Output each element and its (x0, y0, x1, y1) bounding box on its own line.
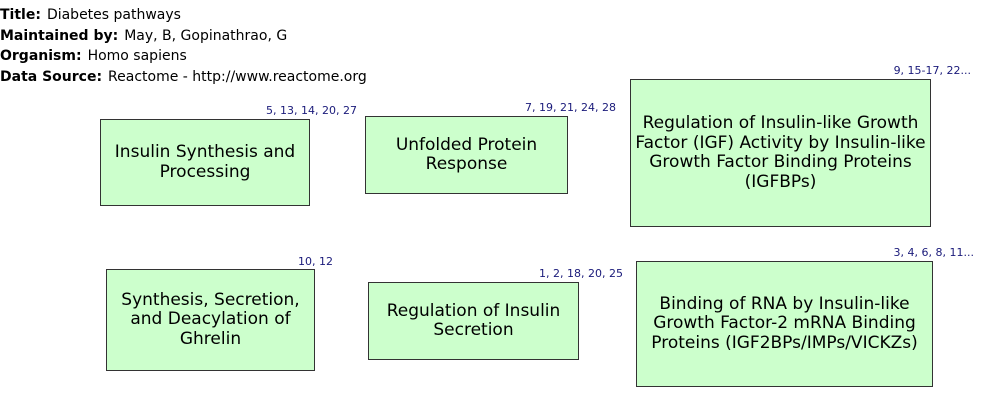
node-refs: 9, 15-17, 22... (893, 64, 971, 77)
pathway-node-ghrelin[interactable]: Synthesis, Secretion, and Deacylation of… (106, 269, 315, 371)
title-key: Title: (0, 7, 41, 23)
pathway-node-unfolded-protein-response[interactable]: Unfolded Protein Response (365, 116, 568, 194)
node-label: Regulation of Insulin Secretion (386, 300, 561, 340)
node-label: Synthesis, Secretion, and Deacylation of… (121, 289, 300, 349)
source-key: Data Source: (0, 68, 103, 85)
source-row: Data Source: Reactome - http://www.reacto… (0, 67, 367, 88)
maintainer-key: Maintained by: (0, 27, 119, 44)
pathway-node-igf2bp-rna-binding[interactable]: Binding of RNA by Insulin-like Growth Fa… (636, 261, 933, 387)
pathway-node-igf-regulation[interactable]: Regulation of Insulin-like Growth Factor… (630, 79, 931, 227)
title-value: Diabetes pathways (46, 7, 181, 23)
node-label: Regulation of Insulin-like Growth Factor… (635, 113, 926, 192)
pathway-node-insulin-synthesis[interactable]: Insulin Synthesis and Processing (100, 119, 310, 206)
node-refs: 7, 19, 21, 24, 28 (525, 101, 616, 114)
maintainer-value: May, B, Gopinathrao, G (124, 27, 288, 44)
node-label: Unfolded Protein Response (395, 134, 538, 174)
node-refs: 1, 2, 18, 20, 25 (539, 267, 623, 280)
node-refs: 3, 4, 6, 8, 11... (893, 246, 974, 259)
maintainer-row: Maintained by: May, B, Gopinathrao, G (0, 26, 367, 47)
pathway-metadata: Title: Diabetes pathways Maintained by: Ma… (0, 5, 367, 87)
source-value: Reactome - http://www.reactome.org (108, 68, 367, 85)
organism-value: Homo sapiens (87, 48, 187, 64)
organism-key: Organism: (0, 48, 82, 64)
pathway-node-insulin-secretion[interactable]: Regulation of Insulin Secretion (368, 282, 579, 360)
node-label: Binding of RNA by Insulin-like Growth Fa… (651, 293, 918, 353)
organism-row: Organism: Homo sapiens (0, 46, 367, 67)
node-refs: 10, 12 (298, 255, 333, 268)
node-label: Insulin Synthesis and Processing (114, 142, 296, 182)
title-row: Title: Diabetes pathways (0, 5, 367, 26)
node-refs: 5, 13, 14, 20, 27 (266, 104, 357, 117)
